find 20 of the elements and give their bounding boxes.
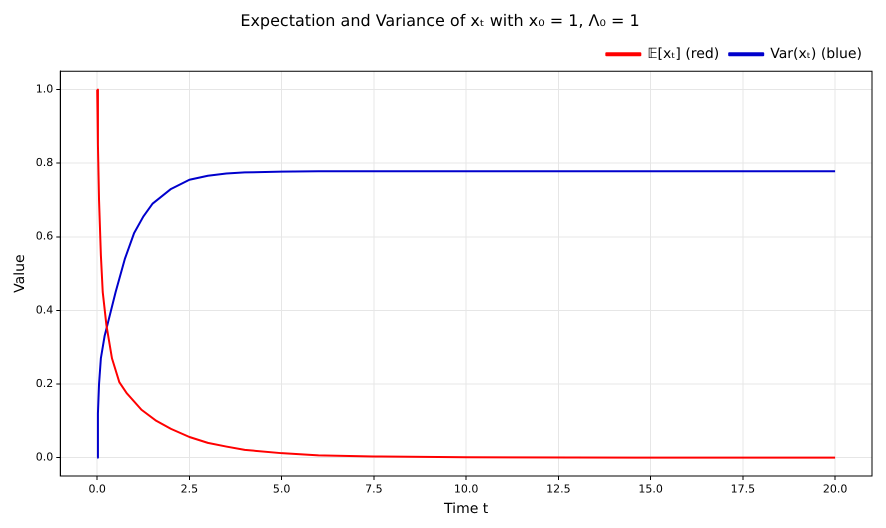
x-tick-label: 20.0 — [822, 482, 848, 496]
x-tick-label: 12.5 — [546, 482, 571, 496]
x-tick-label: 0.0 — [88, 482, 106, 496]
y-tick-label: 0.2 — [36, 376, 54, 390]
y-tick-label: 0.0 — [36, 450, 54, 464]
y-axis-title: Value — [12, 254, 28, 293]
x-tick-label: 15.0 — [638, 482, 663, 496]
y-tick-label: 0.4 — [36, 303, 54, 316]
x-tick-label: 5.0 — [272, 482, 290, 496]
x-axis-title: Time t — [443, 501, 489, 518]
legend-label: Var(xₜ) (blue) — [770, 46, 862, 62]
x-tick-label: 17.5 — [730, 482, 756, 496]
y-tick-label: 0.6 — [36, 230, 54, 243]
chart-title: Expectation and Variance of xₜ with x₀ = 1, Λ₀ = 1 — [240, 10, 640, 30]
x-tick-label: 10.0 — [454, 482, 478, 496]
x-tick-label: 2.5 — [180, 482, 198, 496]
legend-label: 𝔼[xₜ] (red) — [647, 46, 720, 62]
y-tick-label: 0.8 — [36, 156, 54, 170]
y-tick-label: 1.0 — [36, 82, 54, 96]
x-tick-label: 7.5 — [365, 482, 383, 496]
